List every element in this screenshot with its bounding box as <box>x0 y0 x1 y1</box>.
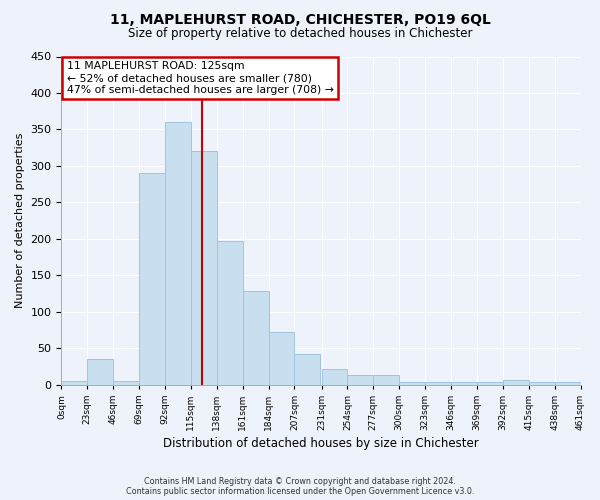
Bar <box>165 122 191 384</box>
Bar <box>477 382 503 384</box>
Bar <box>217 241 242 384</box>
Bar <box>269 332 295 384</box>
Bar <box>503 380 529 384</box>
Bar <box>373 375 399 384</box>
Bar <box>451 382 477 384</box>
Bar <box>295 354 320 384</box>
Text: 11, MAPLEHURST ROAD, CHICHESTER, PO19 6QL: 11, MAPLEHURST ROAD, CHICHESTER, PO19 6Q… <box>110 12 490 26</box>
Bar <box>554 382 581 384</box>
Bar <box>347 375 373 384</box>
Bar <box>529 382 554 384</box>
Bar <box>191 152 217 384</box>
Bar <box>61 381 88 384</box>
Bar <box>139 173 165 384</box>
Bar <box>242 292 269 384</box>
Y-axis label: Number of detached properties: Number of detached properties <box>15 133 25 308</box>
Bar <box>322 368 347 384</box>
Text: 11 MAPLEHURST ROAD: 125sqm
← 52% of detached houses are smaller (780)
47% of sem: 11 MAPLEHURST ROAD: 125sqm ← 52% of deta… <box>67 62 334 94</box>
Text: Size of property relative to detached houses in Chichester: Size of property relative to detached ho… <box>128 28 472 40</box>
Bar <box>113 381 139 384</box>
Bar <box>399 382 425 384</box>
X-axis label: Distribution of detached houses by size in Chichester: Distribution of detached houses by size … <box>163 437 479 450</box>
Text: Contains HM Land Registry data © Crown copyright and database right 2024.
Contai: Contains HM Land Registry data © Crown c… <box>126 476 474 496</box>
Bar <box>88 359 113 384</box>
Bar <box>425 382 451 384</box>
